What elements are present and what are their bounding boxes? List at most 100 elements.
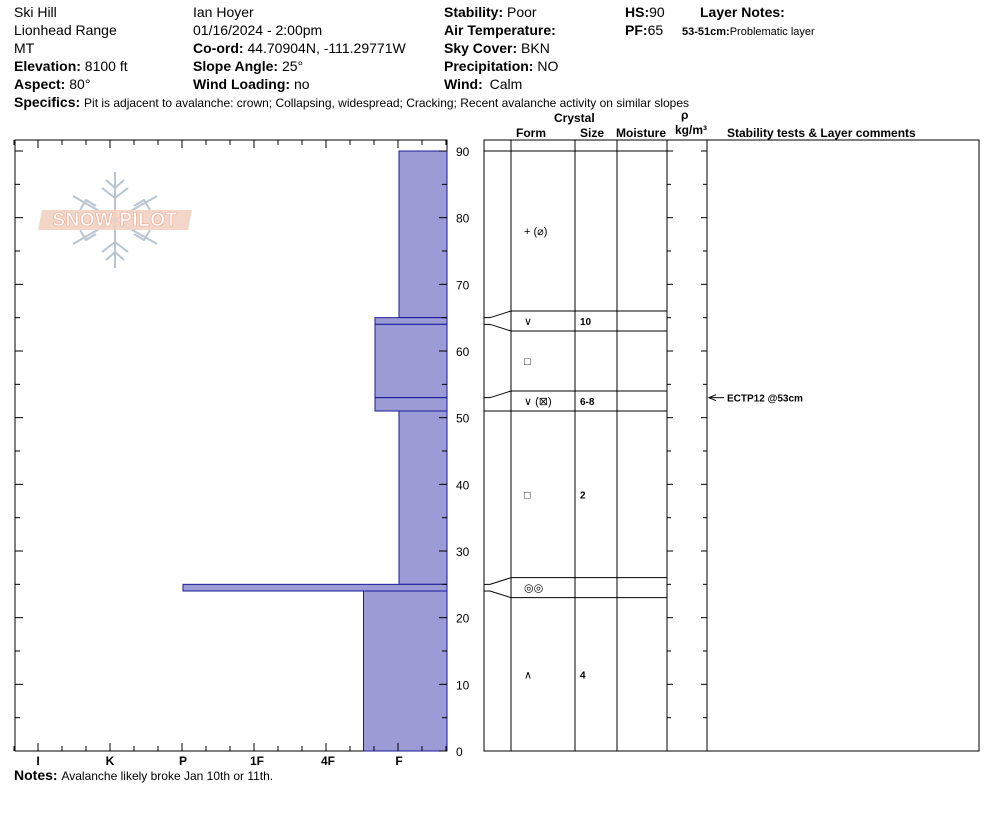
observation-datetime: 01/16/2024 - 2:00pm [193,22,323,38]
hardness-bar [374,317,448,325]
precip-label: Precipitation: [444,58,534,74]
layer-notes-label: Layer Notes: [700,4,785,20]
layer-note-range: 53-51cm: [682,26,730,38]
grain-form: ∨ (⊠) [524,396,552,408]
logo-banner [38,210,192,230]
slope-row: Slope Angle: 25° [193,58,303,74]
location-name: Ski Hill [14,4,57,20]
stability-label: Stability: [444,4,504,20]
range-name: Lionhead Range [14,22,117,38]
pf-value: 65 [647,22,664,38]
elevation-label: Elevation: [14,58,81,74]
y-tick-label: 30 [456,545,470,559]
rho-header: ρ [681,108,689,122]
wind-loading-value: no [293,76,310,92]
layer-note: 53-51cm:Problematic layer [682,24,815,40]
y-tick-label: 60 [456,345,470,359]
grain-size: 2 [580,490,586,501]
y-tick-label: 80 [456,212,470,226]
layer-table: + (⌀) ∨ 10 □ ∨ (⊠) 6-8 □ 2 ◎◎ ∧ 4 ECTP12 @53cm [483,139,980,752]
depth-connector [484,590,512,599]
snowpilot-logo: SNOW PILOT [38,172,192,268]
notes-row: Notes: Avalanche likely broke Jan 10th o… [14,767,273,784]
hardness-bar [182,583,448,592]
logo-text: SNOW PILOT [52,210,177,231]
hardness-bar [363,590,448,752]
specifics-label: Specifics: [14,94,81,110]
hardness-tick-label: P [179,754,187,768]
depth-connector [484,577,512,585]
coord-label: Co-ord: [193,40,244,56]
grain-form: □ [524,489,531,501]
crystal-header: Crystal [554,111,595,125]
hardness-plot: 0 10 20 30 40 50 60 70 80 90 I K P 1F 4F F [13,139,470,768]
y-tick-label: 40 [456,478,470,492]
grain-form: ◎◎ [524,583,543,595]
specifics-row: Specifics: Pit is adjacent to avalanche:… [14,94,689,111]
stability-row: Stability: Poor [444,4,537,20]
wind-loading-row: Wind Loading: no [193,76,310,92]
hardness-tick-label: K [106,754,115,768]
slope-value: 25° [281,58,304,74]
coord-value: 44.70904N, -111.29771W [247,40,406,56]
grain-form: ∨ [524,316,532,328]
depth-connector [484,310,512,319]
notes-label: Notes: [14,767,58,783]
aspect-row: Aspect: 80° [14,76,90,92]
specifics-value: Pit is adjacent to avalanche: crown; Col… [84,96,689,110]
grain-form: ∧ [524,669,532,681]
aspect-value: 80° [69,76,91,92]
stability-test-label: ECTP12 @53cm [727,394,803,405]
hardness-bar [374,397,448,412]
hs-row: HS:90 [625,4,665,20]
elevation-value: 8100 ft [84,58,128,74]
y-tick-label: 90 [456,145,470,159]
y-tick-label: 50 [456,412,470,426]
y-tick-label: 10 [456,678,470,692]
sky-value: BKN [521,40,550,56]
sky-label: Sky Cover: [444,40,518,56]
sky-row: Sky Cover: BKN [444,40,550,56]
hardness-tick-label: I [36,754,39,768]
size-header: Size [580,126,605,140]
hardness-tick-label: F [395,754,402,768]
grain-form: □ [524,356,531,368]
y-tick-label: 0 [456,745,463,759]
stability-value: Poor [507,4,537,20]
grain-size: 10 [580,317,592,328]
hs-value: 90 [649,4,665,20]
hardness-tick-label: 1F [250,754,264,768]
y-tick-label: 20 [456,612,470,626]
precip-row: Precipitation: NO [444,58,558,74]
precip-value: NO [537,58,559,74]
density-unit-header: kg/m³ [675,123,708,137]
depth-connector [484,390,512,399]
depth-connector [484,323,512,332]
pf-row: PF:65 [625,22,663,38]
elevation-row: Elevation: 8100 ft [14,58,128,74]
arrow-head-icon [707,394,717,402]
table-frame [483,139,980,752]
grain-form: + (⌀) [524,226,547,238]
aspect-label: Aspect: [14,76,66,92]
hardness-bar [374,323,448,399]
hardness-bar [398,150,448,319]
wind-label: Wind: [444,76,483,92]
moisture-header: Moisture [616,126,667,140]
coord-row: Co-ord: 44.70904N, -111.29771W [193,40,406,56]
wind-value: Calm [489,76,523,92]
hardness-tick-label: 4F [321,754,335,768]
grain-size: 6-8 [580,397,595,408]
state-name: MT [14,40,35,56]
air-temp-label: Air Temperature: [444,22,556,38]
y-tick-label: 70 [456,278,470,292]
grain-size: 4 [580,670,586,681]
wind-row: Wind: Calm [444,76,522,92]
stability-tests-header: Stability tests & Layer comments [727,126,916,140]
layer-note-text: Problematic layer [729,26,815,38]
form-header: Form [516,126,546,140]
hardness-bar [398,410,448,585]
hs-label: HS: [625,4,650,20]
notes-value: Avalanche likely broke Jan 10th or 11th. [61,769,274,783]
